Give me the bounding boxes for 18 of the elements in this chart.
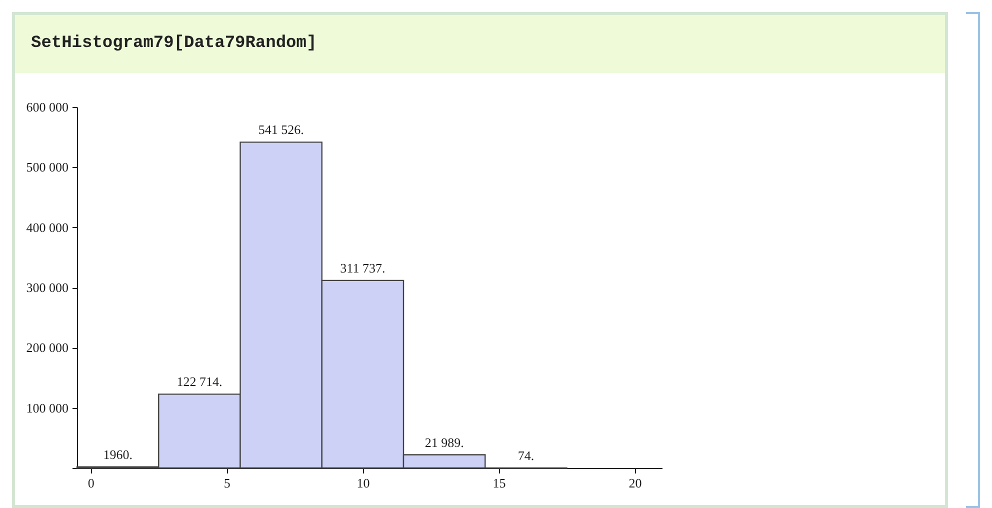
data-label: 122 714. xyxy=(176,374,222,390)
data-label: 1960. xyxy=(103,446,132,462)
y-tick-label: 500 000 xyxy=(26,160,68,175)
data-label: 541 526. xyxy=(258,122,304,138)
y-tick-label: 300 000 xyxy=(26,280,68,295)
x-tick-label: 15 xyxy=(492,476,506,490)
chart-title: SetHistogram79[Data79Random] xyxy=(15,15,945,73)
y-tick-label: 200 000 xyxy=(26,340,68,356)
x-tick-label: 5 xyxy=(224,476,230,490)
data-label: 74. xyxy=(518,448,534,463)
x-tick-label: 20 xyxy=(628,476,642,490)
data-label: 21 989. xyxy=(424,434,464,450)
y-tick-label: 100 000 xyxy=(26,400,68,416)
x-tick-label: 0 xyxy=(88,476,94,490)
y-tick-label: 600 000 xyxy=(26,100,68,114)
y-tick-label: 400 000 xyxy=(26,220,68,235)
x-tick-label: 10 xyxy=(356,476,370,490)
data-label: 311 737. xyxy=(340,260,386,276)
